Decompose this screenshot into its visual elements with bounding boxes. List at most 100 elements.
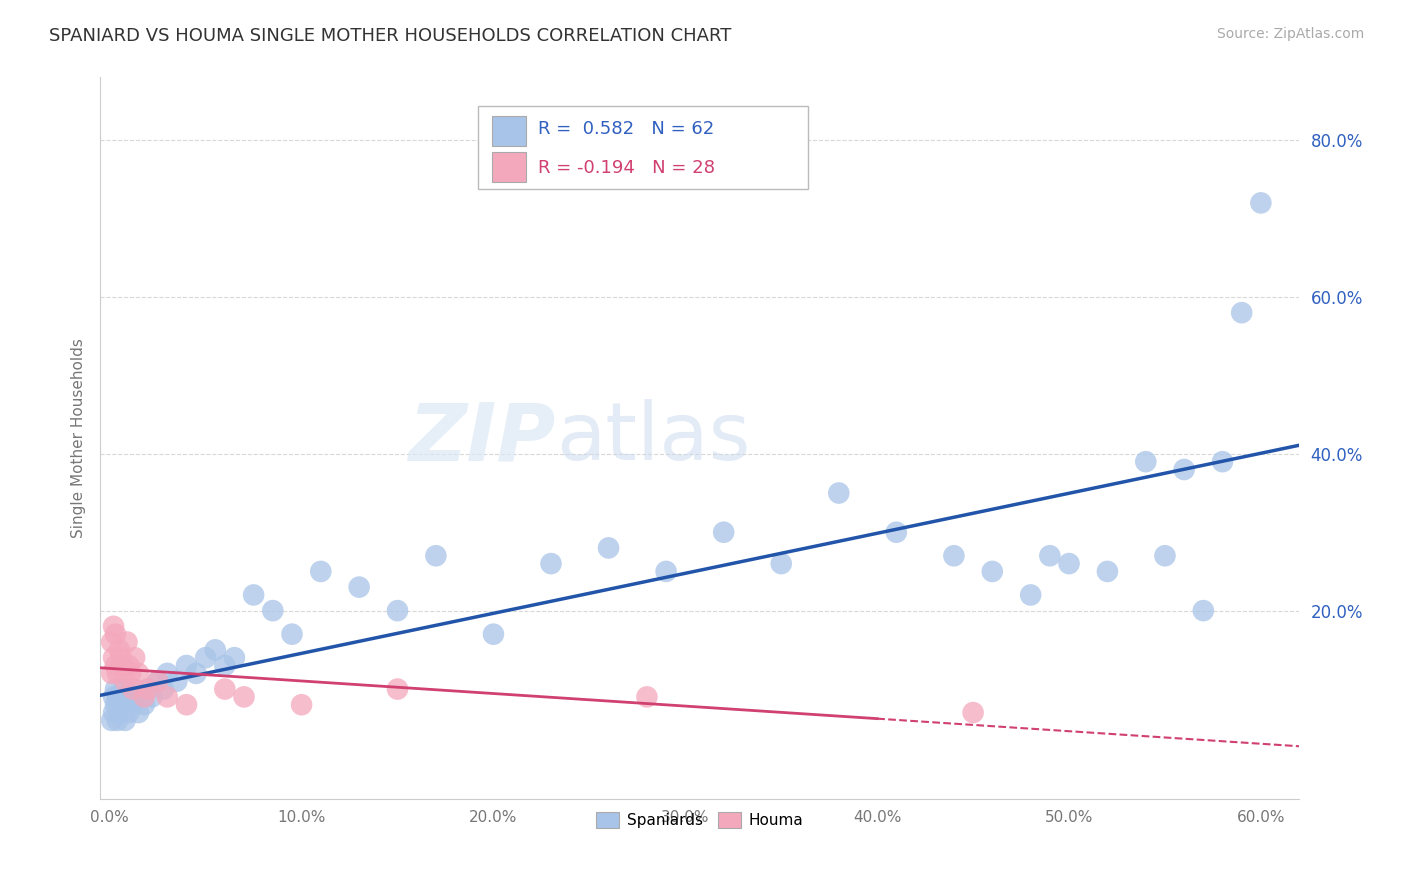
FancyBboxPatch shape (492, 152, 526, 182)
Ellipse shape (943, 545, 965, 566)
Ellipse shape (117, 694, 138, 715)
Ellipse shape (176, 694, 197, 715)
Ellipse shape (262, 599, 284, 622)
Ellipse shape (108, 702, 131, 723)
Ellipse shape (636, 686, 658, 707)
Ellipse shape (1250, 192, 1271, 214)
Ellipse shape (387, 599, 408, 622)
Text: Source: ZipAtlas.com: Source: ZipAtlas.com (1216, 27, 1364, 41)
Text: atlas: atlas (555, 399, 751, 477)
Ellipse shape (104, 694, 127, 715)
Ellipse shape (104, 678, 127, 700)
Ellipse shape (425, 545, 447, 566)
Ellipse shape (156, 686, 179, 707)
Ellipse shape (540, 553, 562, 574)
Ellipse shape (349, 576, 370, 598)
Ellipse shape (108, 694, 131, 715)
Ellipse shape (124, 647, 145, 668)
Ellipse shape (387, 678, 408, 700)
Ellipse shape (107, 710, 128, 731)
Ellipse shape (1230, 301, 1253, 324)
Ellipse shape (1212, 450, 1233, 473)
Ellipse shape (1039, 545, 1060, 566)
Ellipse shape (166, 671, 187, 692)
Ellipse shape (224, 647, 245, 668)
Ellipse shape (101, 663, 122, 684)
Ellipse shape (1059, 553, 1080, 574)
FancyBboxPatch shape (492, 116, 526, 146)
Ellipse shape (146, 671, 169, 692)
Ellipse shape (186, 663, 207, 684)
Ellipse shape (112, 655, 134, 676)
Ellipse shape (134, 686, 155, 707)
Ellipse shape (176, 655, 197, 676)
Text: R =  0.582   N = 62: R = 0.582 N = 62 (538, 120, 714, 138)
Ellipse shape (713, 522, 734, 543)
Ellipse shape (482, 624, 505, 645)
Ellipse shape (1019, 584, 1042, 606)
Ellipse shape (107, 663, 128, 684)
Ellipse shape (134, 694, 155, 715)
Ellipse shape (104, 624, 127, 645)
Ellipse shape (114, 671, 136, 692)
Ellipse shape (195, 647, 217, 668)
Ellipse shape (981, 560, 1002, 582)
Ellipse shape (141, 686, 163, 707)
Ellipse shape (281, 624, 302, 645)
Ellipse shape (111, 702, 132, 723)
Ellipse shape (153, 678, 174, 700)
Ellipse shape (655, 560, 676, 582)
Ellipse shape (122, 678, 143, 700)
Ellipse shape (291, 694, 312, 715)
Ellipse shape (107, 686, 128, 707)
Ellipse shape (770, 553, 792, 574)
Ellipse shape (118, 655, 139, 676)
FancyBboxPatch shape (478, 106, 807, 189)
Ellipse shape (103, 686, 124, 707)
Ellipse shape (122, 694, 143, 715)
Ellipse shape (214, 655, 236, 676)
Ellipse shape (1135, 450, 1157, 473)
Ellipse shape (103, 702, 124, 723)
Ellipse shape (233, 686, 254, 707)
Ellipse shape (112, 678, 134, 700)
Ellipse shape (128, 663, 149, 684)
Legend: Spaniards, Houma: Spaniards, Houma (591, 806, 810, 835)
Ellipse shape (214, 678, 236, 700)
Ellipse shape (828, 483, 849, 504)
Ellipse shape (117, 632, 138, 653)
Ellipse shape (101, 632, 122, 653)
Ellipse shape (1097, 560, 1118, 582)
Text: ZIP: ZIP (408, 399, 555, 477)
Ellipse shape (111, 647, 132, 668)
Ellipse shape (120, 686, 142, 707)
Ellipse shape (1192, 599, 1215, 622)
Ellipse shape (156, 663, 179, 684)
Ellipse shape (886, 522, 907, 543)
Text: SPANIARD VS HOUMA SINGLE MOTHER HOUSEHOLDS CORRELATION CHART: SPANIARD VS HOUMA SINGLE MOTHER HOUSEHOL… (49, 27, 731, 45)
Ellipse shape (1174, 458, 1195, 480)
Ellipse shape (112, 694, 134, 715)
Ellipse shape (598, 537, 620, 558)
Y-axis label: Single Mother Households: Single Mother Households (72, 338, 86, 538)
Ellipse shape (204, 639, 226, 661)
Ellipse shape (118, 702, 139, 723)
Ellipse shape (103, 615, 124, 637)
Ellipse shape (103, 647, 124, 668)
Ellipse shape (129, 686, 152, 707)
Text: R = -0.194   N = 28: R = -0.194 N = 28 (538, 159, 714, 177)
Ellipse shape (124, 678, 145, 700)
Ellipse shape (111, 686, 132, 707)
Ellipse shape (138, 678, 159, 700)
Ellipse shape (962, 702, 984, 723)
Ellipse shape (108, 639, 131, 661)
Ellipse shape (128, 702, 149, 723)
Ellipse shape (101, 710, 122, 731)
Ellipse shape (114, 710, 136, 731)
Ellipse shape (146, 671, 169, 692)
Ellipse shape (120, 663, 142, 684)
Ellipse shape (309, 560, 332, 582)
Ellipse shape (243, 584, 264, 606)
Ellipse shape (104, 655, 127, 676)
Ellipse shape (1154, 545, 1175, 566)
